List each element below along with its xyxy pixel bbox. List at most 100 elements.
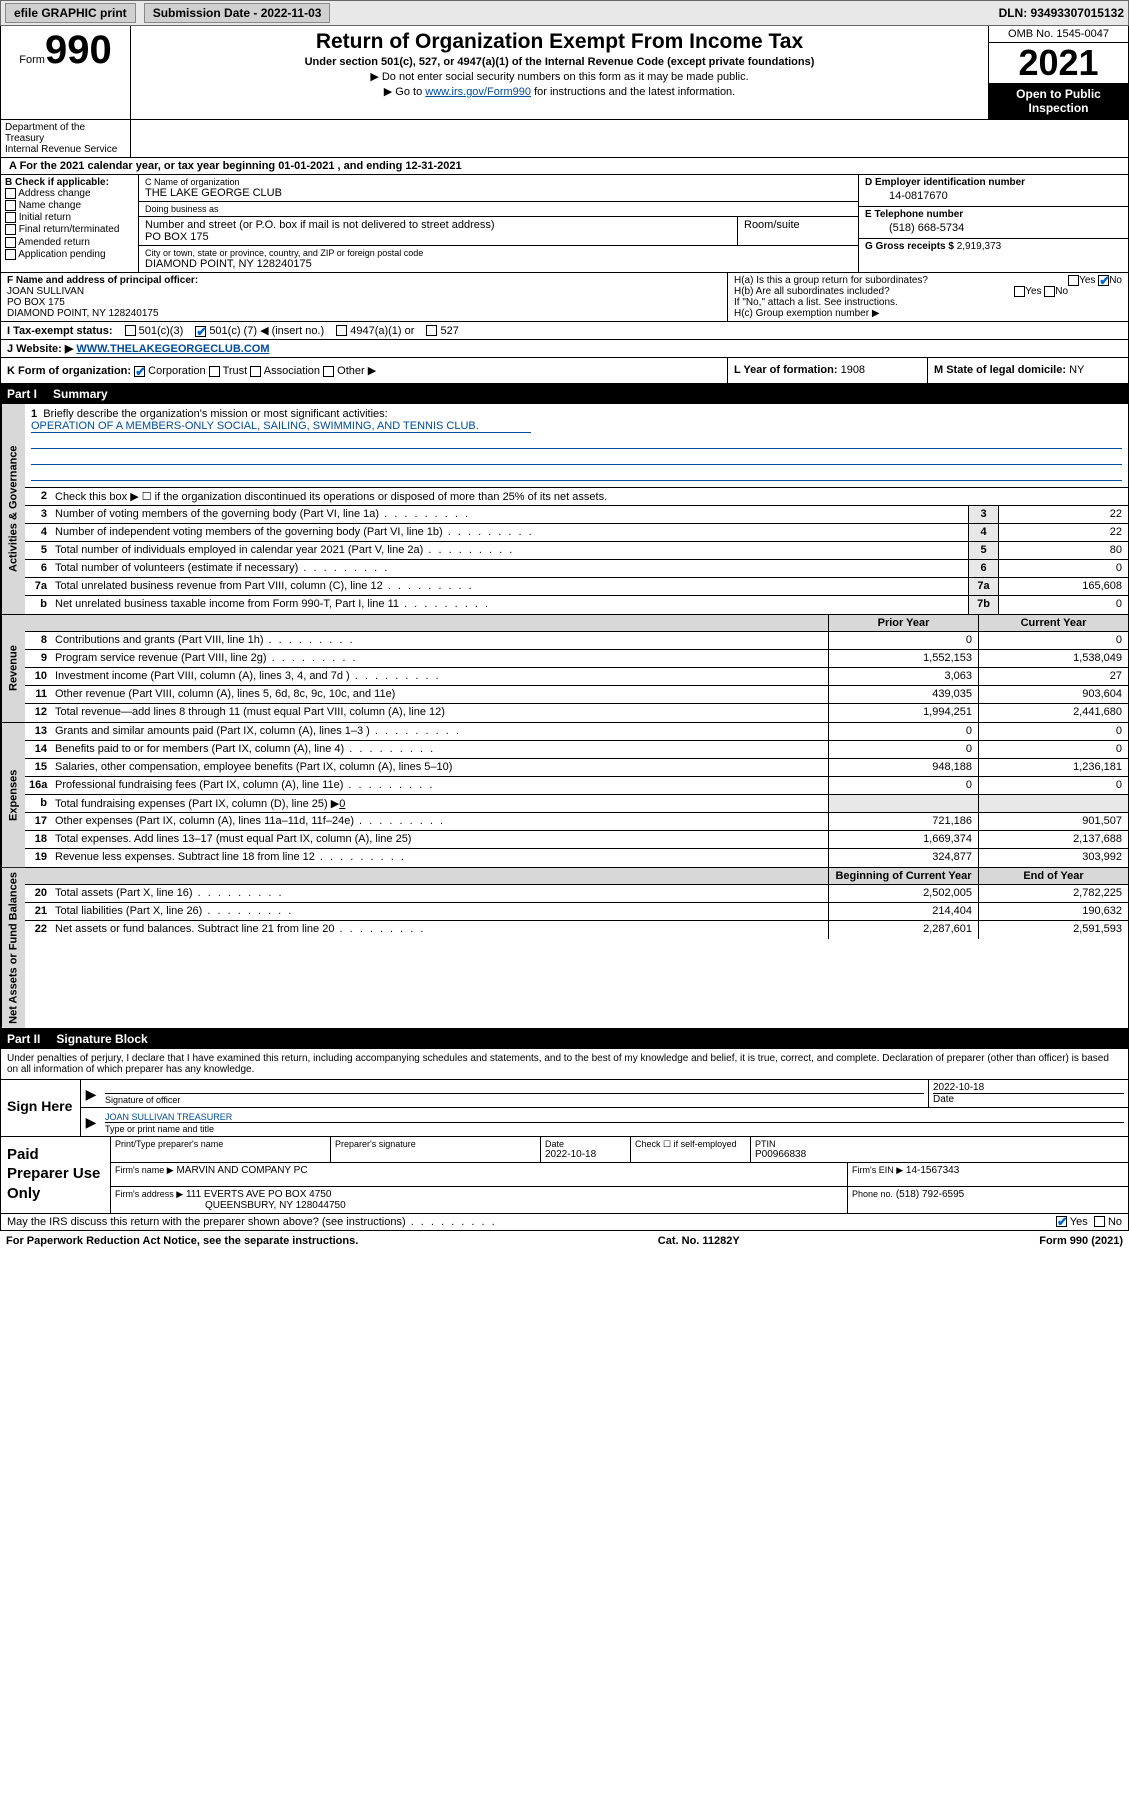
line22-boy: 2,287,601 [828,921,978,939]
inspect-line2: Inspection [991,101,1126,115]
entity-block: B Check if applicable: Address change Na… [0,175,1129,273]
line14-current: 0 [978,741,1128,758]
irs-link[interactable]: www.irs.gov/Form990 [425,86,531,98]
discuss-row: May the IRS discuss this return with the… [0,1214,1129,1231]
open-to-public: Open to Public Inspection [989,83,1128,119]
section-c: C Name of organization THE LAKE GEORGE C… [139,175,858,272]
checkbox-name-change[interactable] [5,200,16,211]
dba-label: Doing business as [145,204,852,214]
checkbox-other[interactable] [323,366,334,377]
firm-name-label: Firm's name ▶ [115,1165,174,1175]
opt-corp: Corporation [148,365,205,377]
checkbox-initial[interactable] [5,212,16,223]
checkbox-trust[interactable] [209,366,220,377]
line17-prior: 721,186 [828,813,978,830]
omb-number: OMB No. 1545-0047 [989,26,1128,43]
checkbox-addr-change[interactable] [5,188,16,199]
checkbox-assoc[interactable] [250,366,261,377]
firm-addr-value1: 111 EVERTS AVE PO BOX 4750 [186,1189,331,1200]
checkbox-501c3[interactable] [125,325,136,336]
line22-text: Net assets or fund balances. Subtract li… [51,921,828,939]
paperwork-notice: For Paperwork Reduction Act Notice, see … [6,1235,358,1247]
hb-label: H(b) Are all subordinates included? [734,286,890,297]
opt-501c-pre: 501(c) ( [209,325,247,337]
arrow-icon: ▶ [81,1080,101,1107]
line9-text: Program service revenue (Part VIII, line… [51,650,828,667]
line14-prior: 0 [828,741,978,758]
checkbox-discuss-no[interactable] [1094,1216,1105,1227]
side-label-governance: Activities & Governance [1,404,25,614]
checkbox-app-pending[interactable] [5,249,16,260]
firm-phone-value: (518) 792-6595 [896,1189,964,1200]
f-label: F Name and address of principal officer: [7,275,721,286]
line18-current: 2,137,688 [978,831,1128,848]
line5-text: Total number of individuals employed in … [51,542,968,559]
hdr-prior-year: Prior Year [828,615,978,631]
hdr-current-year: Current Year [978,615,1128,631]
row-f-h: F Name and address of principal officer:… [0,273,1129,322]
line11-current: 903,604 [978,686,1128,703]
checkbox-amended[interactable] [5,237,16,248]
form-word: Form [19,54,45,66]
line2-text: Check this box ▶ ☐ if the organization d… [51,488,1128,505]
line3-value: 22 [998,506,1128,523]
tel-value: (518) 668-5734 [865,220,1122,236]
paid-preparer-label: Paid Preparer Use Only [1,1137,111,1213]
line15-prior: 948,188 [828,759,978,776]
section-b: B Check if applicable: Address change Na… [1,175,139,272]
checkbox-hb-no[interactable] [1044,286,1055,297]
line10-prior: 3,063 [828,668,978,685]
hc-label: H(c) Group exemption number ▶ [734,308,1122,319]
org-name-value: THE LAKE GEORGE CLUB [145,187,852,199]
checkbox-final[interactable] [5,224,16,235]
sig-officer-label: Signature of officer [105,1093,924,1105]
line19-text: Revenue less expenses. Subtract line 18 … [51,849,828,867]
line21-boy: 214,404 [828,903,978,920]
checkbox-ha-no[interactable] [1098,275,1109,286]
checkbox-527[interactable] [426,325,437,336]
checkbox-501c[interactable] [195,326,206,337]
row-k: K Form of organization: Corporation Trus… [0,358,1129,384]
line18-text: Total expenses. Add lines 13–17 (must eq… [51,831,828,848]
line19-current: 303,992 [978,849,1128,867]
opt-4947: 4947(a)(1) or [350,325,414,337]
part2-label: Part II [7,1032,40,1046]
website-link[interactable]: WWW.THELAKEGEORGECLUB.COM [76,343,269,355]
prep-date-value: 2022-10-18 [545,1149,626,1160]
form-header: Form990 Return of Organization Exempt Fr… [0,26,1129,120]
efile-graphic-button[interactable]: efile GRAPHIC print [5,3,136,23]
form-ref: Form 990 (2021) [1039,1235,1123,1247]
org-name-label: C Name of organization [145,177,852,187]
lbl-amended: Amended return [18,237,90,248]
line11-prior: 439,035 [828,686,978,703]
line6-value: 0 [998,560,1128,577]
year-formation-value: 1908 [841,364,865,376]
line12-current: 2,441,680 [978,704,1128,722]
row-j: J Website: ▶ WWW.THELAKEGEORGECLUB.COM [0,340,1129,358]
opt-501c-post: ) ◀ (insert no.) [253,325,324,337]
lbl-final: Final return/terminated [19,225,120,236]
line21-text: Total liabilities (Part X, line 26) [51,903,828,920]
firm-addr-value2: QUEENSBURY, NY 128044750 [205,1200,346,1211]
city-value: DIAMOND POINT, NY 128240175 [145,258,852,270]
checkbox-4947[interactable] [336,325,347,336]
row-i: I Tax-exempt status: 501(c)(3) 501(c) (7… [0,322,1129,340]
paid-preparer-block: Paid Preparer Use Only Print/Type prepar… [0,1137,1129,1214]
j-label: J Website: ▶ [7,343,73,355]
lbl-name-change: Name change [19,200,81,211]
checkbox-ha-yes[interactable] [1068,275,1079,286]
checkbox-corp[interactable] [134,366,145,377]
gross-value: 2,919,373 [957,241,1002,252]
hb-note: If "No," attach a list. See instructions… [734,297,1122,308]
line17-current: 901,507 [978,813,1128,830]
checkbox-discuss-yes[interactable] [1056,1216,1067,1227]
line10-text: Investment income (Part VIII, column (A)… [51,668,828,685]
checkbox-hb-yes[interactable] [1014,286,1025,297]
subtitle-1: Under section 501(c), 527, or 4947(a)(1)… [139,56,980,68]
dept-2: Internal Revenue Service [5,144,126,155]
submission-date-button[interactable]: Submission Date - 2022-11-03 [144,3,331,23]
tax-year: 2021 [989,43,1128,83]
side-label-net-assets: Net Assets or Fund Balances [1,868,25,1028]
note-1: ▶ Do not enter social security numbers o… [139,70,980,83]
note2-pre: ▶ Go to [384,86,425,98]
